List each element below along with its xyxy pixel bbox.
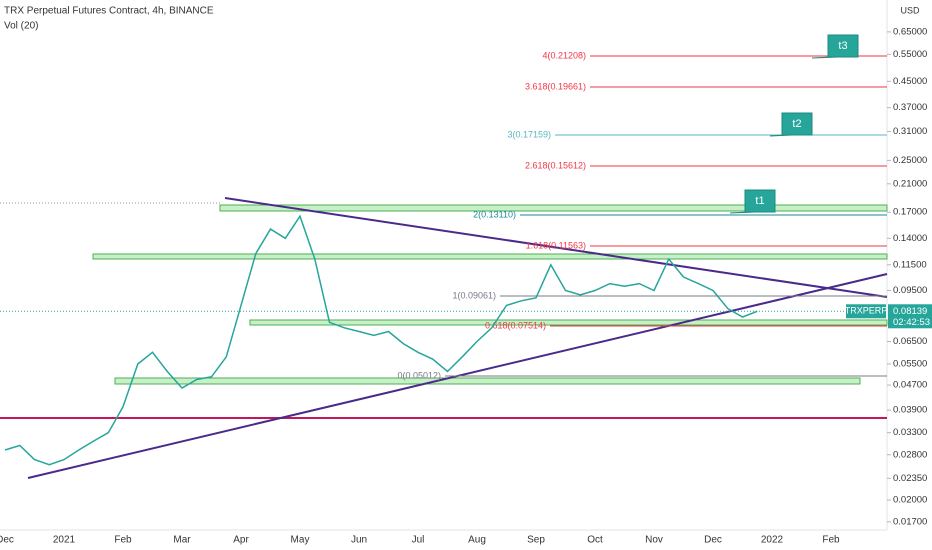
x-tick-label: 2022	[761, 535, 784, 546]
y-tick-label: 0.09500	[893, 285, 927, 296]
y-tick-label: 0.17000	[893, 207, 927, 218]
fib-label: 0.618(0.07514)	[485, 320, 546, 330]
zone	[92, 253, 888, 260]
zone	[114, 377, 861, 385]
x-tick-label: Apr	[233, 535, 249, 546]
symbol-tag	[846, 304, 886, 319]
x-tick-label: Jul	[412, 535, 425, 546]
currency: USD	[900, 5, 920, 15]
y-tick-label: 0.11500	[893, 259, 927, 270]
x-tick-label: Feb	[114, 535, 132, 546]
fib-label: 1(0.09061)	[452, 290, 496, 300]
fib-label: 2.618(0.15612)	[525, 160, 586, 170]
y-tick-label: 0.04700	[893, 380, 927, 391]
y-tick-label: 0.25000	[893, 155, 927, 166]
y-tick-label: 0.03300	[893, 427, 927, 438]
x-tick-label: Mar	[173, 535, 191, 546]
y-tick-label: 0.14000	[893, 233, 927, 244]
x-tick-label: Sep	[527, 535, 545, 546]
y-tick-label: 0.37000	[893, 102, 927, 113]
y-tick-label: 0.02800	[893, 449, 927, 460]
indicator-label: Vol (20)	[4, 21, 38, 32]
callout-label: t3	[838, 40, 847, 52]
x-tick-label: Jun	[351, 535, 367, 546]
fib-label: 0(0.05012)	[397, 370, 441, 380]
countdown-label: 02:42:53	[893, 317, 930, 328]
y-tick-label: 0.65000	[893, 26, 927, 37]
fib-label: 2(0.13110)	[473, 209, 516, 219]
zone	[249, 319, 888, 326]
callout-box	[729, 189, 776, 214]
y-tick-label: 0.06500	[893, 336, 927, 347]
price-line	[4, 214, 758, 466]
callout-label: t1	[755, 195, 764, 207]
x-tick-label: Aug	[468, 535, 486, 546]
fib-label: 4(0.21208)	[542, 50, 586, 60]
trend-line	[224, 197, 888, 298]
y-tick-label: 0.02000	[893, 495, 927, 506]
y-tick-label: 0.03900	[893, 405, 927, 416]
y-tick-label: 0.02350	[893, 473, 927, 484]
fib-label: 3.618(0.19661)	[525, 81, 586, 91]
x-tick-label: Feb	[822, 535, 840, 546]
callout-box	[769, 112, 813, 137]
fib-label: 1.618(0.11563)	[526, 240, 586, 250]
y-tick-label: 0.55000	[893, 49, 927, 60]
x-tick-label: Dec	[0, 535, 14, 546]
price-label: 0.08139	[893, 306, 927, 317]
y-tick-label: 0.21000	[893, 178, 927, 189]
y-tick-label: 0.05500	[893, 358, 927, 369]
price-tag	[888, 304, 932, 329]
symbol-label: TRXPERP	[845, 306, 888, 316]
zone	[219, 204, 888, 212]
x-tick-label: Nov	[645, 535, 663, 546]
chart-title: TRX Perpetual Futures Contract, 4h, BINA…	[4, 6, 214, 17]
fib-label: 3(0.17159)	[507, 129, 551, 139]
callout-label: t2	[792, 118, 801, 130]
x-tick-label: May	[291, 535, 310, 546]
x-tick-label: Dec	[704, 535, 722, 546]
x-tick-label: 2021	[53, 535, 76, 546]
x-tick-label: Oct	[587, 535, 603, 546]
y-tick-label: 0.45000	[893, 76, 927, 87]
y-tick-label: 0.01700	[893, 516, 927, 527]
callout-box	[811, 34, 859, 59]
y-tick-label: 0.31000	[893, 126, 927, 137]
